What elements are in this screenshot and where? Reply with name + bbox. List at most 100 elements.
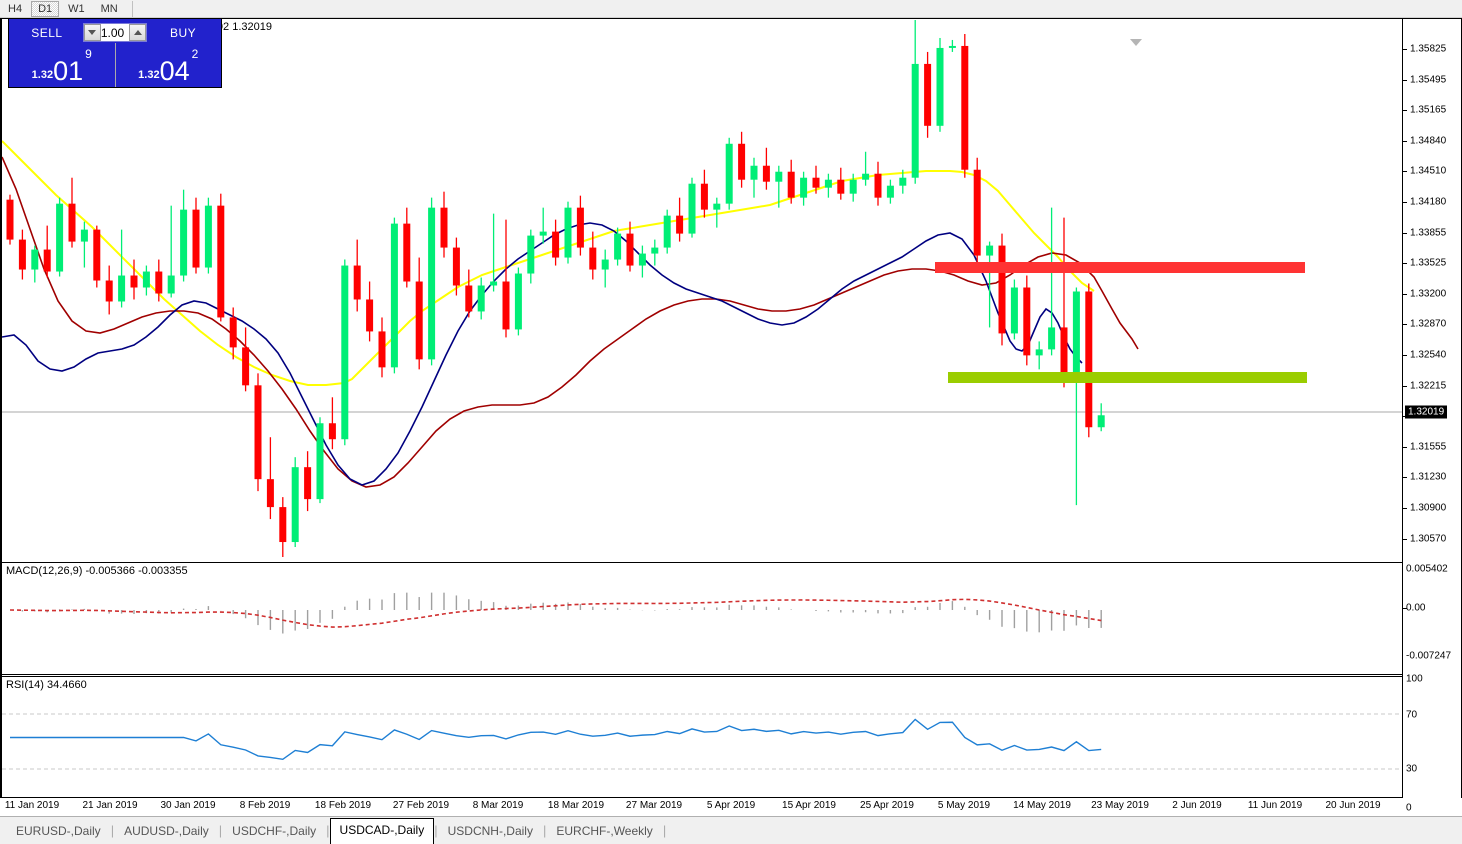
- candle-body: [142, 271, 150, 288]
- price-scale-tick: [1403, 324, 1407, 326]
- price-scale-label: 1.35495: [1410, 74, 1447, 86]
- chart-tab-usdcad[interactable]: USDCAD-,Daily: [329, 818, 435, 844]
- candle-body: [800, 177, 808, 198]
- candle-body: [378, 331, 386, 368]
- candle-body: [291, 467, 299, 543]
- candle-body: [242, 347, 250, 386]
- price-scale-tick: [1403, 293, 1407, 295]
- date-axis-label: 21 Jan 2019: [82, 800, 138, 811]
- macd-scale-label: 0.005402: [1406, 563, 1448, 575]
- candle-body: [490, 281, 498, 286]
- chart-tab-eurchf[interactable]: EURCHF-,Weekly: [556, 824, 653, 838]
- period-d1[interactable]: D1: [31, 0, 60, 17]
- candle-body: [31, 249, 39, 270]
- candle-body: [886, 185, 894, 198]
- price-scale-tick: [1403, 355, 1407, 356]
- date-axis-label: 15 Apr 2019: [782, 800, 836, 811]
- candle-body: [911, 63, 919, 178]
- date-axis-label: 27 Feb 2019: [392, 800, 450, 811]
- candle-body: [56, 203, 64, 272]
- chart-tab-usdchf[interactable]: USDCHF-,Daily: [232, 824, 317, 838]
- price-scale-tick: [1403, 232, 1407, 234]
- period-mn[interactable]: MN: [100, 2, 118, 15]
- candle-body: [43, 249, 51, 272]
- rsi-scale-label: 30: [1406, 763, 1418, 775]
- date-axis-label: 8 Mar 2019: [472, 800, 524, 811]
- macd-histogram: [21, 592, 1102, 634]
- chart-tab-usdcnh[interactable]: USDCNH-,Daily: [447, 824, 533, 838]
- candle-body: [118, 275, 126, 302]
- date-axis-label: 18 Mar 2019: [547, 800, 605, 811]
- candlestick-series: [6, 19, 1105, 558]
- candle-body: [862, 173, 870, 180]
- rsi-scale-label: 70: [1406, 709, 1418, 721]
- resistance-line[interactable]: [935, 262, 1305, 273]
- ma-blue-line: [2, 222, 1083, 486]
- candle-body: [961, 45, 969, 170]
- rsi-pane[interactable]: RSI(14) 34.4660: [2, 676, 1405, 798]
- chart-tab-audusd[interactable]: AUDUSD-,Daily: [124, 824, 209, 838]
- volume-stepper[interactable]: 1.00: [82, 23, 148, 42]
- candle-body: [775, 171, 783, 182]
- period-h4[interactable]: H4: [8, 2, 23, 15]
- price-scale-axis[interactable]: 1.35825 1.35495 1.35165 1.34840 1.34510 1.341…: [1402, 19, 1461, 814]
- date-axis-label: 2 Jun 2019: [1172, 800, 1222, 811]
- candle-body: [762, 165, 770, 182]
- tab-separator: |: [542, 823, 547, 838]
- current-price-label: 1.32019: [1405, 405, 1448, 419]
- price-pane[interactable]: [2, 19, 1405, 560]
- price-scale-tick: [1403, 263, 1407, 265]
- macd-chart-svg: [9, 592, 1102, 634]
- sell-label[interactable]: SELL: [31, 25, 63, 40]
- volume-increase-icon[interactable]: [129, 24, 147, 41]
- candle-body: [663, 215, 671, 248]
- rsi-title: RSI(14) 34.4660: [6, 679, 87, 691]
- candle-body: [924, 63, 932, 126]
- buy-price-big: 04: [159, 56, 190, 86]
- macd-signal-line: [9, 598, 1102, 628]
- macd-scale-label: -0.007247: [1406, 650, 1452, 662]
- volume-value[interactable]: 1.00: [100, 25, 125, 40]
- date-axis-label: 30 Jan 2019: [160, 800, 216, 811]
- candle-body: [428, 207, 436, 360]
- candle-body: [18, 239, 26, 270]
- sell-price-sup: 9: [85, 47, 92, 61]
- date-axis-label: 8 Feb 2019: [239, 800, 291, 811]
- volume-decrease-icon[interactable]: [83, 24, 101, 41]
- price-scale-tick: [1403, 385, 1407, 387]
- price-scale-tick: [1403, 79, 1407, 81]
- candle-body: [787, 171, 795, 198]
- macd-pane[interactable]: MACD(12,26,9) -0.005366 -0.003355: [2, 562, 1405, 675]
- date-axis-label: 27 Mar 2019: [625, 800, 683, 811]
- one-click-trading-panel[interactable]: SELL 1.00 BUY 1.32 01 9 1.32 04 2: [8, 18, 222, 88]
- support-line[interactable]: [948, 372, 1307, 383]
- candle-body: [304, 467, 312, 500]
- candle-body: [155, 271, 163, 294]
- rsi-scale-label: 0: [1406, 802, 1412, 814]
- sell-button[interactable]: 1.32 01 9: [9, 43, 115, 87]
- tab-separator: |: [662, 823, 667, 838]
- price-scale-tick: [1403, 538, 1407, 540]
- price-scale-label: 1.32870: [1410, 318, 1447, 330]
- buy-button[interactable]: 1.32 04 2: [114, 43, 222, 87]
- period-w1[interactable]: W1: [68, 2, 85, 15]
- chart-tab-eurusd[interactable]: EURUSD-,Daily: [16, 824, 101, 838]
- trade-panel-top-row: SELL 1.00 BUY: [9, 19, 221, 43]
- price-scale-label: 1.33525: [1410, 257, 1447, 269]
- candle-body: [1072, 291, 1080, 378]
- candle-body: [936, 47, 944, 126]
- candle-body: [750, 165, 758, 180]
- buy-label[interactable]: BUY: [170, 25, 197, 40]
- price-scale-label: 1.34180: [1410, 196, 1447, 208]
- candle-body: [1060, 327, 1068, 378]
- candle-body: [440, 207, 448, 248]
- candle-body: [948, 45, 956, 48]
- candle-body: [539, 231, 547, 236]
- candle-body: [986, 245, 994, 256]
- date-axis[interactable]: 11 Jan 2019 21 Jan 2019 30 Jan 2019 8 Feb 2…: [0, 798, 1403, 816]
- price-scale-tick: [1403, 202, 1407, 203]
- candle-body: [279, 507, 287, 543]
- candle-body: [1097, 415, 1105, 428]
- price-scale-label: 1.32540: [1410, 349, 1447, 361]
- price-chart-svg: [2, 19, 1405, 558]
